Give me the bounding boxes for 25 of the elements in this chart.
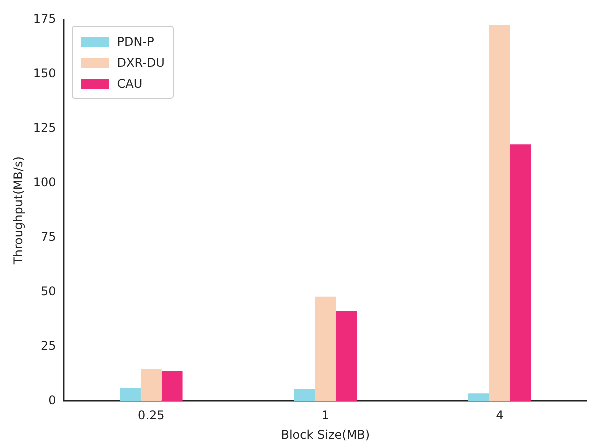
bar [468,394,490,402]
y-tick-label: 175 [33,12,56,26]
y-axis-title: Throughput(MB/s) [11,156,26,266]
bar [120,388,141,402]
bar [162,371,183,402]
y-tick-label: 0 [48,393,56,408]
legend-label: DXR-DU [117,56,165,70]
y-tick-label: 50 [41,284,56,298]
bar [315,296,336,402]
legend-label: PDN-P [117,34,154,48]
bar [294,389,316,402]
x-axis-title: Block Size(MB) [281,428,370,442]
bar [336,311,358,402]
x-tick-label: 0.25 [138,408,165,423]
y-tick-label: 100 [33,175,56,190]
y-tick-label: 150 [33,66,56,81]
x-tick-label: 1 [322,408,330,423]
bar [489,25,510,402]
bar [140,369,162,402]
y-tick-label: 25 [41,338,56,353]
x-tick-label: 4 [496,408,504,423]
y-tick-label: 75 [41,230,56,244]
y-tick-label: 125 [33,121,56,136]
legend-label: CAU [117,76,143,90]
bar [510,144,532,402]
